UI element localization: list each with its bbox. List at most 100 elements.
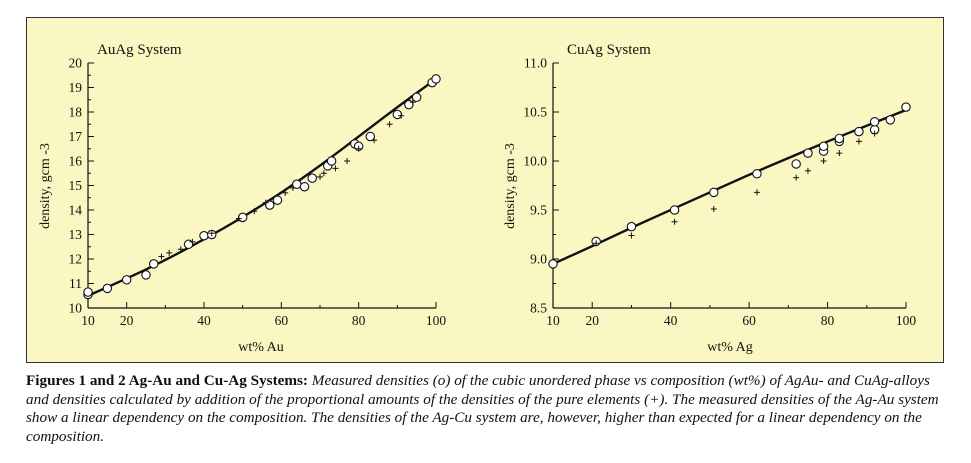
y-tick-label: 16	[69, 154, 83, 169]
chart-panel: AuAg System wt% Au density, gcm -3 10 11 1…	[26, 17, 944, 363]
x-tick-label: 100	[896, 313, 917, 328]
measured-point	[411, 92, 422, 103]
x-tick-label: 100	[426, 313, 447, 328]
measured-point	[854, 126, 864, 137]
measured-point	[199, 230, 209, 241]
x-tick-label: 60	[275, 313, 289, 328]
x-tick-label: 20	[585, 313, 599, 328]
calculated-point	[793, 174, 800, 181]
measured-point	[148, 259, 159, 269]
calculated-point	[593, 240, 600, 247]
figure-caption: Figures 1 and 2 Ag-Au and Cu-Ag Systems:…	[26, 372, 946, 446]
y-tick-label: 10	[69, 301, 83, 316]
measured-point	[834, 133, 845, 144]
y-tick-label: 11.0	[524, 56, 547, 71]
measured-point	[752, 168, 762, 179]
measured-point	[709, 187, 719, 198]
measured-point	[885, 115, 896, 125]
calculated-point	[371, 137, 378, 144]
calculated-point	[332, 165, 339, 172]
calculated-point	[710, 206, 717, 213]
calculated-point	[753, 189, 760, 196]
measured-point	[901, 102, 911, 112]
calculated-point	[871, 130, 878, 137]
auag-chart: AuAg System wt% Au density, gcm -3 10 11 1…	[38, 42, 446, 355]
y-tick-label: 10.5	[523, 105, 547, 120]
measured-point	[83, 287, 93, 297]
y-tick-label: 17	[69, 129, 83, 144]
y-tick-label: 10.0	[523, 154, 547, 169]
x-tick-label: 10	[81, 313, 95, 328]
x-tick-label: 60	[742, 313, 756, 328]
fit-curve	[87, 77, 437, 297]
measured-point	[292, 179, 302, 190]
y-tick-label: 13	[69, 227, 83, 242]
y-tick-label: 8.5	[530, 301, 547, 316]
measured-point	[431, 74, 441, 84]
x-tick-label: 40	[664, 313, 678, 328]
y-tick-label: 9.0	[530, 252, 547, 267]
x-axis-label: wt% Au	[238, 340, 284, 355]
y-tick-label: 9.5	[530, 203, 547, 218]
caption-body: Measured densities (o) of the cubic unor…	[26, 372, 939, 445]
x-tick-label: 10	[546, 313, 560, 328]
x-axis-label: wt% Ag	[707, 340, 753, 355]
calculated-point	[235, 215, 242, 222]
calculated-point	[398, 112, 405, 119]
calculated-point	[628, 232, 635, 239]
x-tick-label: 80	[821, 313, 835, 328]
cuag-chart: CuAg System wt% Ag density, gcm -3 8.5 9.…	[503, 42, 916, 355]
calculated-point	[251, 208, 258, 215]
calculated-point	[386, 121, 393, 128]
calculated-point	[836, 150, 843, 157]
y-tick-label: 14	[69, 203, 83, 218]
measured-point	[102, 283, 113, 294]
y-tick-label: 11	[69, 276, 82, 291]
measured-point	[818, 141, 829, 152]
calculated-point	[282, 189, 289, 196]
calculated-point	[820, 158, 827, 164]
calculated-point	[177, 246, 184, 253]
y-axis-label: density, gcm -3	[38, 143, 53, 229]
calculated-point	[262, 199, 269, 206]
measured-point	[869, 117, 880, 127]
measured-point	[803, 148, 813, 158]
calculated-point	[289, 184, 296, 191]
measured-point	[237, 212, 248, 223]
calculated-point	[804, 167, 811, 174]
calculated-point	[409, 99, 416, 106]
calculated-point	[855, 138, 862, 145]
calculated-point	[317, 173, 323, 180]
measured-point	[791, 159, 801, 169]
x-tick-label: 20	[120, 313, 134, 328]
calculated-point	[208, 230, 215, 237]
charts-svg: AuAg System wt% Au density, gcm -3 10 11 1…	[38, 42, 916, 355]
calculated-point	[355, 145, 362, 152]
measured-point	[121, 275, 132, 285]
caption-heading: Figures 1 and 2 Ag-Au and Cu-Ag Systems:	[26, 372, 308, 389]
y-tick-label: 19	[69, 80, 83, 95]
y-tick-label: 12	[69, 252, 83, 267]
y-axis-label: density, gcm -3	[503, 143, 518, 229]
measured-point	[548, 259, 558, 269]
measured-point	[272, 195, 283, 205]
x-tick-label: 40	[197, 313, 211, 328]
calculated-point	[320, 170, 327, 177]
fit-curve	[552, 108, 907, 265]
calculated-point	[344, 158, 351, 164]
x-tick-label: 80	[352, 313, 366, 328]
chart-title: AuAg System	[97, 42, 182, 58]
measured-point	[626, 221, 637, 232]
calculated-point	[158, 253, 165, 260]
measured-point	[669, 205, 680, 215]
measured-point	[326, 156, 337, 166]
chart-title: CuAg System	[567, 42, 651, 58]
measured-point	[392, 109, 403, 120]
measured-point	[299, 181, 310, 192]
calculated-point	[166, 249, 173, 256]
measured-point	[141, 270, 151, 280]
calculated-point	[189, 238, 196, 245]
y-tick-label: 15	[69, 178, 83, 193]
measured-point	[365, 131, 376, 142]
